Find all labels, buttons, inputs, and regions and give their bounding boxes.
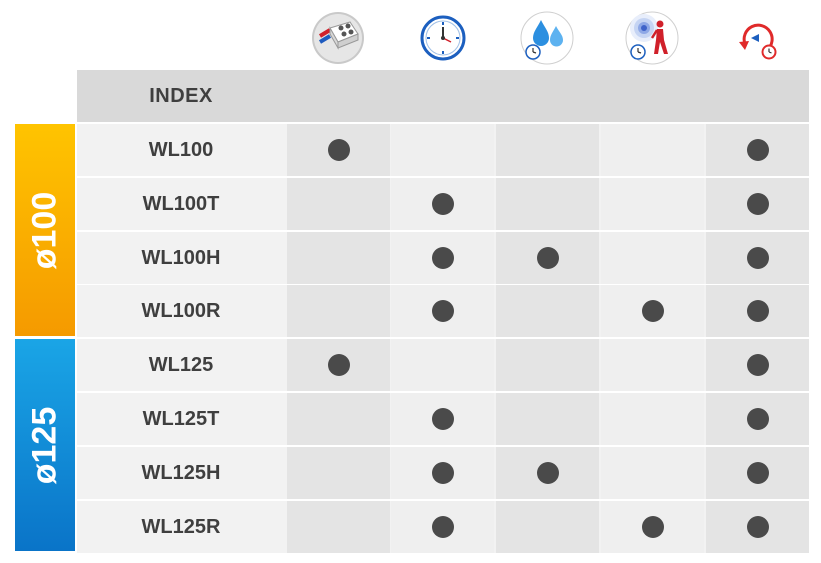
feature-dot	[746, 354, 769, 376]
model-name: WL125H	[141, 461, 221, 484]
model-name: WL125	[148, 353, 214, 376]
humidity-timer-icon	[517, 10, 577, 66]
feature-cell	[287, 501, 390, 553]
feature-cell	[287, 178, 390, 230]
feature-dot	[536, 462, 559, 484]
feature-dot	[327, 354, 350, 376]
feature-cell	[391, 339, 494, 391]
feature-cell	[496, 178, 599, 230]
feature-dot	[536, 247, 559, 269]
feature-dot	[641, 516, 664, 538]
feature-cell	[287, 232, 390, 284]
connector-block-icon	[308, 10, 368, 66]
feature-cell	[496, 124, 599, 176]
feature-dot	[746, 300, 769, 322]
feature-cell	[601, 232, 704, 284]
feature-dot	[431, 462, 454, 484]
feature-cell	[601, 447, 704, 499]
clock-icon	[413, 10, 473, 66]
feature-cell	[287, 393, 390, 445]
feature-cell	[601, 178, 704, 230]
feature-dot	[746, 139, 769, 161]
feature-dot	[327, 139, 350, 161]
feature-dot	[746, 516, 769, 538]
feature-dot	[746, 193, 769, 215]
motion-sensor-timer-icon	[622, 10, 682, 66]
feature-dot	[746, 408, 769, 430]
feature-cell	[287, 285, 390, 337]
model-name: WL100T	[142, 192, 220, 215]
feature-dot	[431, 247, 454, 269]
feature-cell	[287, 447, 390, 499]
group-label-125-text: ø125	[25, 406, 64, 484]
feature-cell	[496, 285, 599, 337]
model-name: WL125R	[141, 515, 221, 538]
feature-dot	[641, 300, 664, 322]
reverse-rotation-icon	[727, 10, 787, 66]
model-name: WL125T	[142, 407, 220, 430]
model-name: WL100H	[141, 246, 221, 269]
feature-cell	[601, 124, 704, 176]
table-header	[77, 70, 809, 122]
feature-dot	[431, 193, 454, 215]
feature-cell	[601, 393, 704, 445]
feature-dot	[746, 462, 769, 484]
model-name: WL100	[148, 138, 214, 161]
feature-dot	[431, 516, 454, 538]
feature-cell	[496, 339, 599, 391]
feature-cell	[601, 339, 704, 391]
feature-dot	[431, 300, 454, 322]
group-label-100: ø100	[15, 124, 75, 336]
feature-cell	[496, 393, 599, 445]
feature-cell	[496, 501, 599, 553]
group-label-125: ø125	[15, 339, 75, 551]
model-name: WL100R	[141, 299, 221, 322]
group-label-100-text: ø100	[25, 191, 64, 269]
feature-cell	[391, 124, 494, 176]
index-header: INDEX	[149, 84, 213, 107]
feature-dot	[746, 247, 769, 269]
feature-dot	[431, 408, 454, 430]
